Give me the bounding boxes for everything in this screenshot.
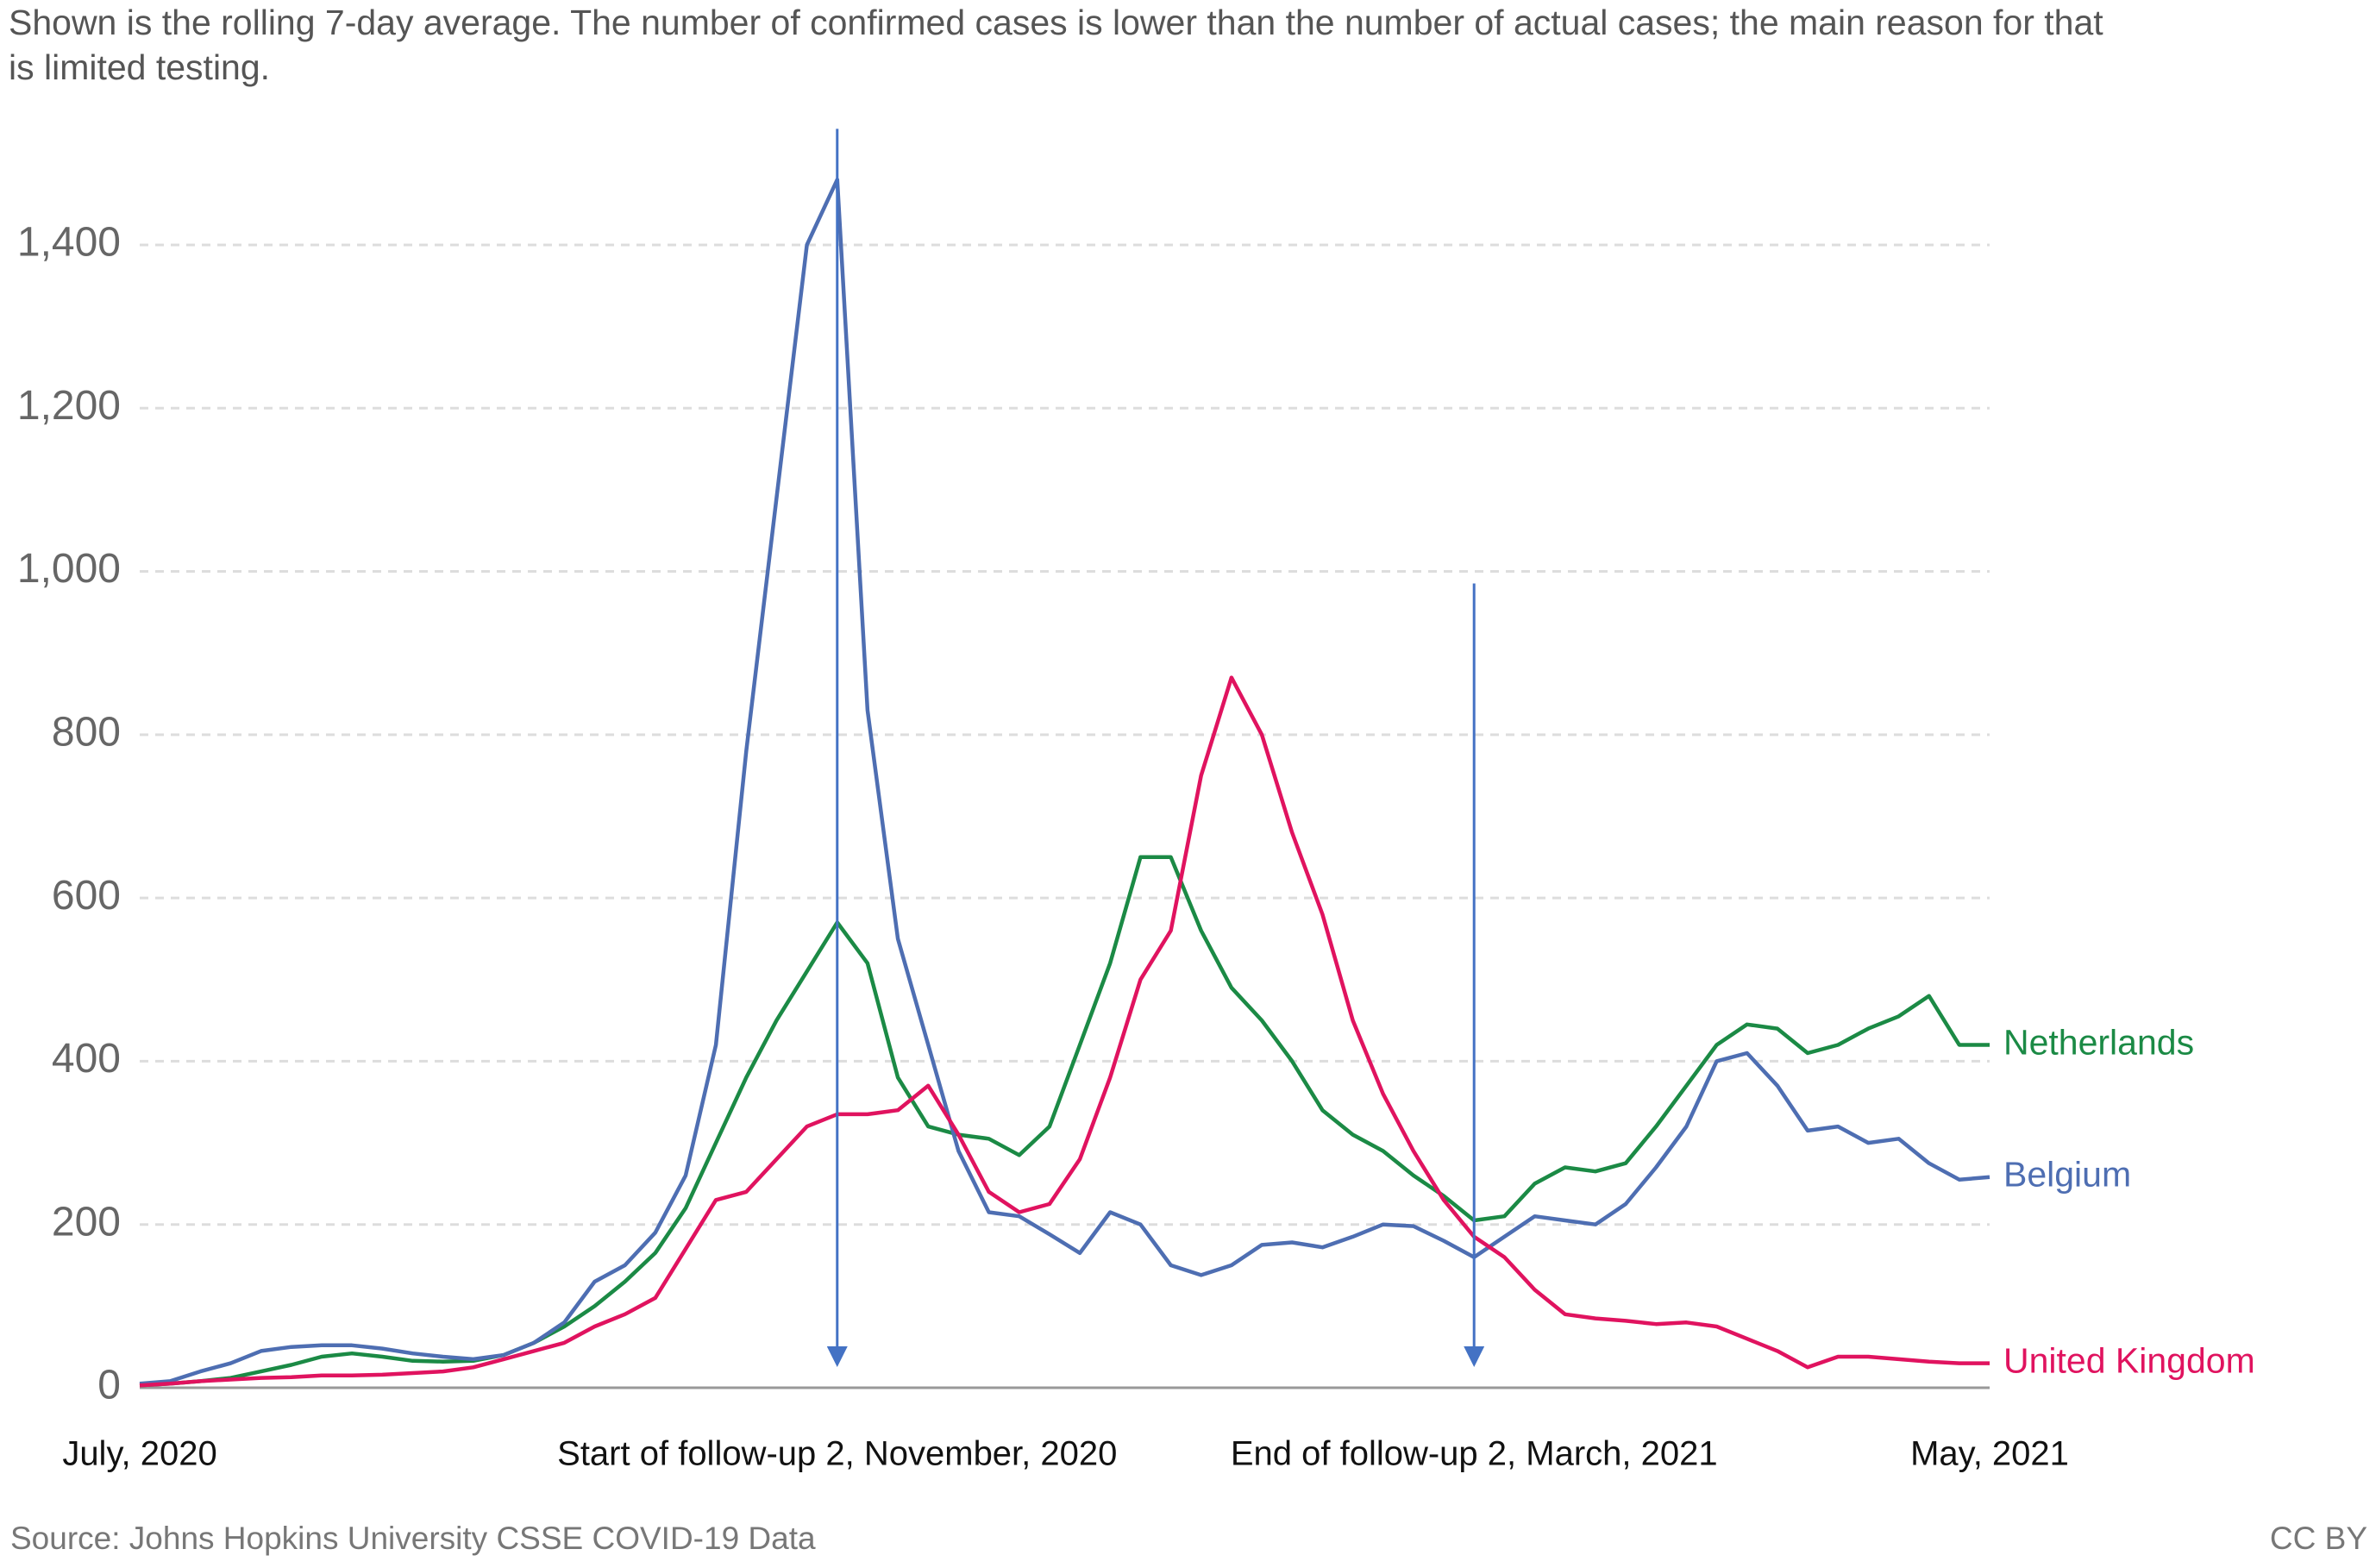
license: CC BY <box>2270 1521 2367 1556</box>
x-tick-label: May, 2021 <box>1910 1435 2069 1473</box>
y-tick-label: 200 <box>52 1199 121 1245</box>
x-tick-label: Start of follow-up 2, November, 2020 <box>557 1435 1117 1473</box>
y-tick-label: 1,200 <box>17 383 121 429</box>
series-label: Netherlands <box>2003 1022 2194 1062</box>
y-tick-label: 400 <box>52 1036 121 1082</box>
series-label: Belgium <box>2003 1155 2131 1195</box>
x-tick-label: End of follow-up 2, March, 2021 <box>1231 1435 1718 1473</box>
source: Source: Johns Hopkins University CSSE CO… <box>10 1521 816 1556</box>
series-label: United Kingdom <box>2003 1340 2255 1380</box>
y-tick-label: 1,400 <box>17 220 121 266</box>
series-line <box>139 675 1990 1388</box>
y-tick-label: 0 <box>97 1363 121 1408</box>
y-tick-label: 1,000 <box>17 546 121 592</box>
y-tick-label: 800 <box>52 710 121 756</box>
chart-subtitle: Shown is the rolling 7-day average. The … <box>9 3 2103 87</box>
series-line <box>139 855 1990 1388</box>
y-tick-label: 600 <box>52 873 121 919</box>
x-tick-label: July, 2020 <box>62 1435 216 1473</box>
series-line <box>139 178 1990 1386</box>
